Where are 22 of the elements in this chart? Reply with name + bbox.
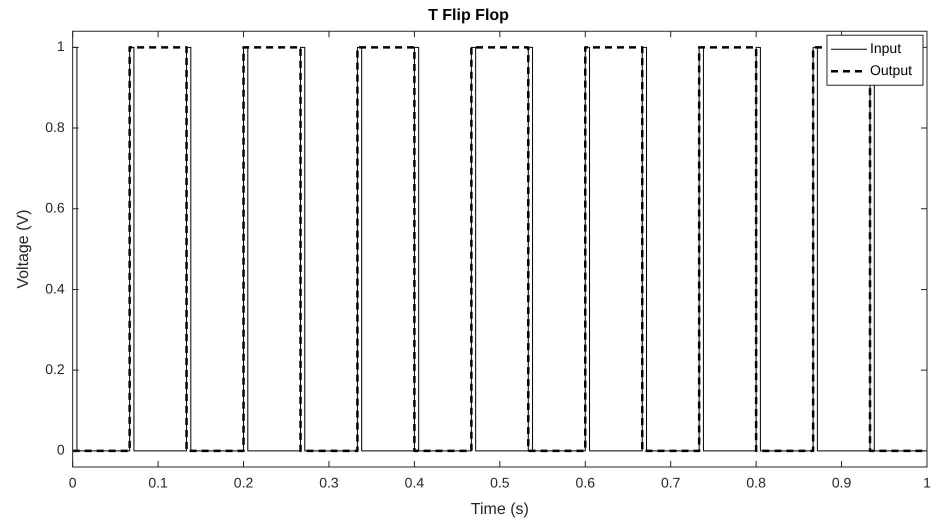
x-tick-label: 0.6: [576, 474, 596, 490]
x-tick-label: 0.2: [234, 474, 254, 490]
chart-title: T Flip Flop: [428, 7, 510, 24]
y-tick-label: 0: [56, 442, 65, 458]
y-tick-label: 0.4: [45, 280, 65, 296]
x-tick-label: 0.4: [404, 474, 424, 490]
y-tick-label: 0.2: [45, 361, 65, 378]
x-tick-label: 0.8: [746, 474, 766, 490]
y-tick-label: 1: [56, 38, 65, 54]
x-tick-label: 0.3: [319, 474, 339, 490]
legend-label: Input: [870, 40, 902, 56]
x-tick-label: 0.5: [490, 474, 510, 490]
legend-label: Output: [870, 62, 912, 78]
y-tick-label: 0.8: [45, 118, 65, 135]
y-tick-label: 0.6: [45, 200, 65, 216]
x-axis-title: Time (s): [470, 500, 529, 518]
x-tick-label: 0.1: [148, 474, 168, 490]
x-tick-label: 0.9: [832, 474, 852, 490]
y-axis-title: Voltage (V): [15, 210, 32, 289]
x-tick-label: 0: [68, 474, 77, 490]
x-tick-label: 1: [923, 474, 932, 490]
x-tick-label: 0.7: [660, 474, 681, 490]
